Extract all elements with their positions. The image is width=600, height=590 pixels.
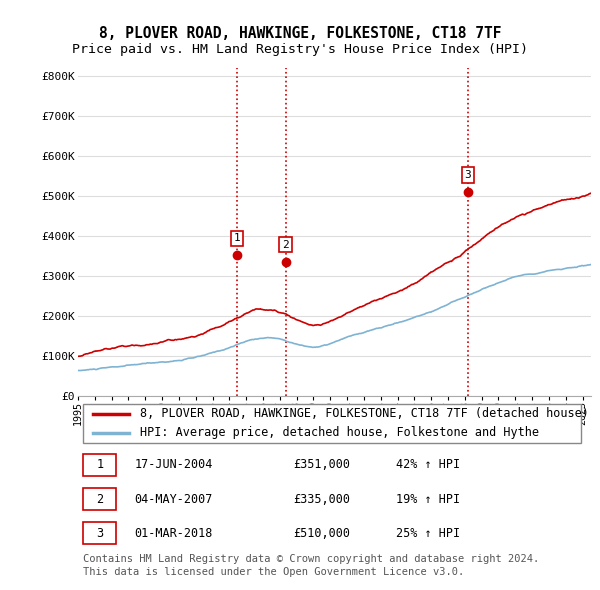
FancyBboxPatch shape bbox=[83, 522, 116, 545]
Text: 2: 2 bbox=[282, 240, 289, 250]
Text: £335,000: £335,000 bbox=[293, 493, 350, 506]
FancyBboxPatch shape bbox=[83, 488, 116, 510]
Text: 3: 3 bbox=[97, 527, 104, 540]
Text: 25% ↑ HPI: 25% ↑ HPI bbox=[396, 527, 460, 540]
FancyBboxPatch shape bbox=[83, 404, 581, 443]
Text: Price paid vs. HM Land Registry's House Price Index (HPI): Price paid vs. HM Land Registry's House … bbox=[72, 43, 528, 56]
Text: 01-MAR-2018: 01-MAR-2018 bbox=[134, 527, 213, 540]
Text: 3: 3 bbox=[464, 170, 471, 180]
FancyBboxPatch shape bbox=[83, 454, 116, 476]
Text: £351,000: £351,000 bbox=[293, 458, 350, 471]
Text: 04-MAY-2007: 04-MAY-2007 bbox=[134, 493, 213, 506]
Text: 2: 2 bbox=[97, 493, 104, 506]
Text: HPI: Average price, detached house, Folkestone and Hythe: HPI: Average price, detached house, Folk… bbox=[140, 426, 539, 439]
Text: 1: 1 bbox=[234, 233, 241, 243]
Text: 8, PLOVER ROAD, HAWKINGE, FOLKESTONE, CT18 7TF (detached house): 8, PLOVER ROAD, HAWKINGE, FOLKESTONE, CT… bbox=[140, 407, 589, 420]
Text: 19% ↑ HPI: 19% ↑ HPI bbox=[396, 493, 460, 506]
Text: Contains HM Land Registry data © Crown copyright and database right 2024.: Contains HM Land Registry data © Crown c… bbox=[83, 553, 539, 563]
Text: £510,000: £510,000 bbox=[293, 527, 350, 540]
Text: 42% ↑ HPI: 42% ↑ HPI bbox=[396, 458, 460, 471]
Text: 8, PLOVER ROAD, HAWKINGE, FOLKESTONE, CT18 7TF: 8, PLOVER ROAD, HAWKINGE, FOLKESTONE, CT… bbox=[99, 27, 501, 41]
Text: 17-JUN-2004: 17-JUN-2004 bbox=[134, 458, 213, 471]
Text: This data is licensed under the Open Government Licence v3.0.: This data is licensed under the Open Gov… bbox=[83, 567, 464, 577]
Text: 1: 1 bbox=[97, 458, 104, 471]
